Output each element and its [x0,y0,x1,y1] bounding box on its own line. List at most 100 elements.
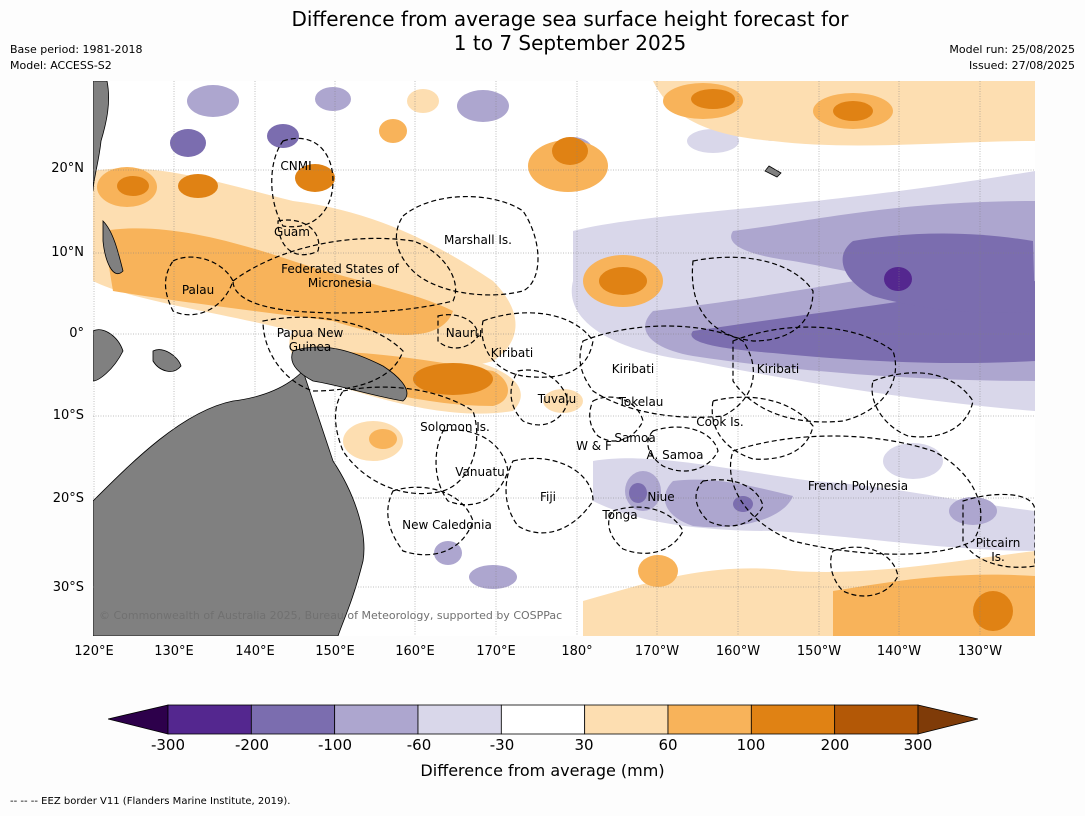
anomaly-fill [691,89,735,109]
anomaly-fill [315,87,351,111]
anomaly-fill [434,541,462,565]
lon-label: 160°W [715,644,761,659]
lon-label: 150°W [796,644,842,659]
anomaly-fill [407,89,439,113]
colorbar-cell [834,704,919,735]
region-label: Kiribati [756,362,800,376]
colorbar-cells [167,704,919,735]
anomaly-fill [629,483,647,503]
eez-border [505,457,594,534]
colorbar-tick: 200 [820,736,850,754]
region-label: Tuvalu [537,392,577,406]
anomaly-fill [379,119,407,143]
eez-border [711,396,814,460]
anomaly-fill [949,497,997,525]
colorbar-tick: 30 [574,736,594,754]
region-label: Fiji [539,490,557,504]
anomaly-fill [884,267,912,291]
colorbar-cell [250,704,336,735]
eez-borders [164,137,1035,597]
lon-label: 180° [561,644,593,659]
lon-label: 130°W [957,644,1003,659]
anomaly-fill [170,129,206,157]
colorbar-tick: 60 [658,736,678,754]
anomaly-fill [973,591,1013,631]
eez-border [830,546,899,597]
lon-label: 140°W [876,644,922,659]
lat-label: 0° [69,326,84,341]
anomaly-fill [267,124,299,148]
region-label: Tokelau [618,395,664,409]
map-canvas [93,81,1035,636]
colorbar-tick: -30 [489,736,515,754]
copyright-notice: © Commonwealth of Australia 2025, Bureau… [99,609,563,622]
region-label: Federated States of Micronesia [281,262,399,290]
philippines-land [102,220,124,274]
negative-anomaly-fields [170,85,1035,589]
eez-border [732,326,897,423]
colorbar-cell [334,704,419,735]
region-label: Samoa [614,431,656,445]
anomaly-fill [178,174,218,198]
eez-border [334,386,478,495]
colorbar-cell [750,704,836,735]
anomaly-fill [103,228,453,335]
colorbar-cell [584,704,669,735]
eez-border [437,314,479,349]
issued-date: Issued: 27/08/2025 [968,59,1075,72]
colorbar-tick: -100 [317,736,353,754]
eez-border [387,486,474,556]
eez-border [695,479,764,527]
borneo-land [93,329,124,382]
anomaly-fill [469,565,517,589]
eez-border [579,325,754,418]
colorbar-over-triangle [917,704,978,735]
eez-border [510,369,569,426]
anomaly-fill [638,555,678,587]
colorbar [108,704,978,735]
map-panel [93,81,1035,636]
region-label: Palau [181,283,215,297]
region-label: Kiribati [490,346,534,360]
anomaly-fill [883,443,943,479]
asia-land [93,81,109,192]
region-label: Guam [274,225,310,239]
sulawesi-land [152,349,182,372]
colorbar-tick: 100 [736,736,766,754]
eez-border [647,426,719,472]
region-label: French Polynesia [807,479,909,493]
region-label: Niue [647,490,675,504]
eez-border [232,237,457,314]
region-label: Cook Is. [696,415,744,429]
model-run: Model run: 25/08/2025 [949,43,1075,56]
region-label: Pitcairn Is. [975,536,1021,564]
meta-left: Base period: 1981-2018 Model: ACCESS-S2 [10,42,142,74]
anomaly-fill [369,429,397,449]
title-line-2: 1 to 7 September 2025 [453,31,687,55]
meta-right: Model run: 25/08/2025 Issued: 27/08/2025 [949,42,1075,74]
lat-label: 20°S [52,491,84,506]
region-label: Tonga [602,508,638,522]
lon-label: 170°W [634,644,680,659]
region-label: Vanuatu [455,465,505,479]
eez-border [871,372,974,438]
anomaly-fill [543,389,583,413]
anomaly-fill [528,140,608,192]
anomaly-fill [295,164,335,192]
colorbar-tick: -200 [234,736,270,754]
eez-border [729,435,982,555]
eez-border [481,312,594,378]
eez-border [271,137,334,228]
anomaly-fill [457,90,509,122]
colorbar-title: Difference from average (mm) [420,761,665,780]
lon-label: 170°E [476,644,516,659]
anomaly-fill [842,233,1035,313]
lon-label: 150°E [315,644,355,659]
lon-label: 120°E [74,644,114,659]
lat-label: 20°N [51,161,84,176]
eez-border [608,506,684,554]
eez-border [262,316,404,392]
colorbar-cell [667,704,752,735]
region-label: Solomon Is. [420,420,490,434]
colorbar-cell [500,704,586,735]
